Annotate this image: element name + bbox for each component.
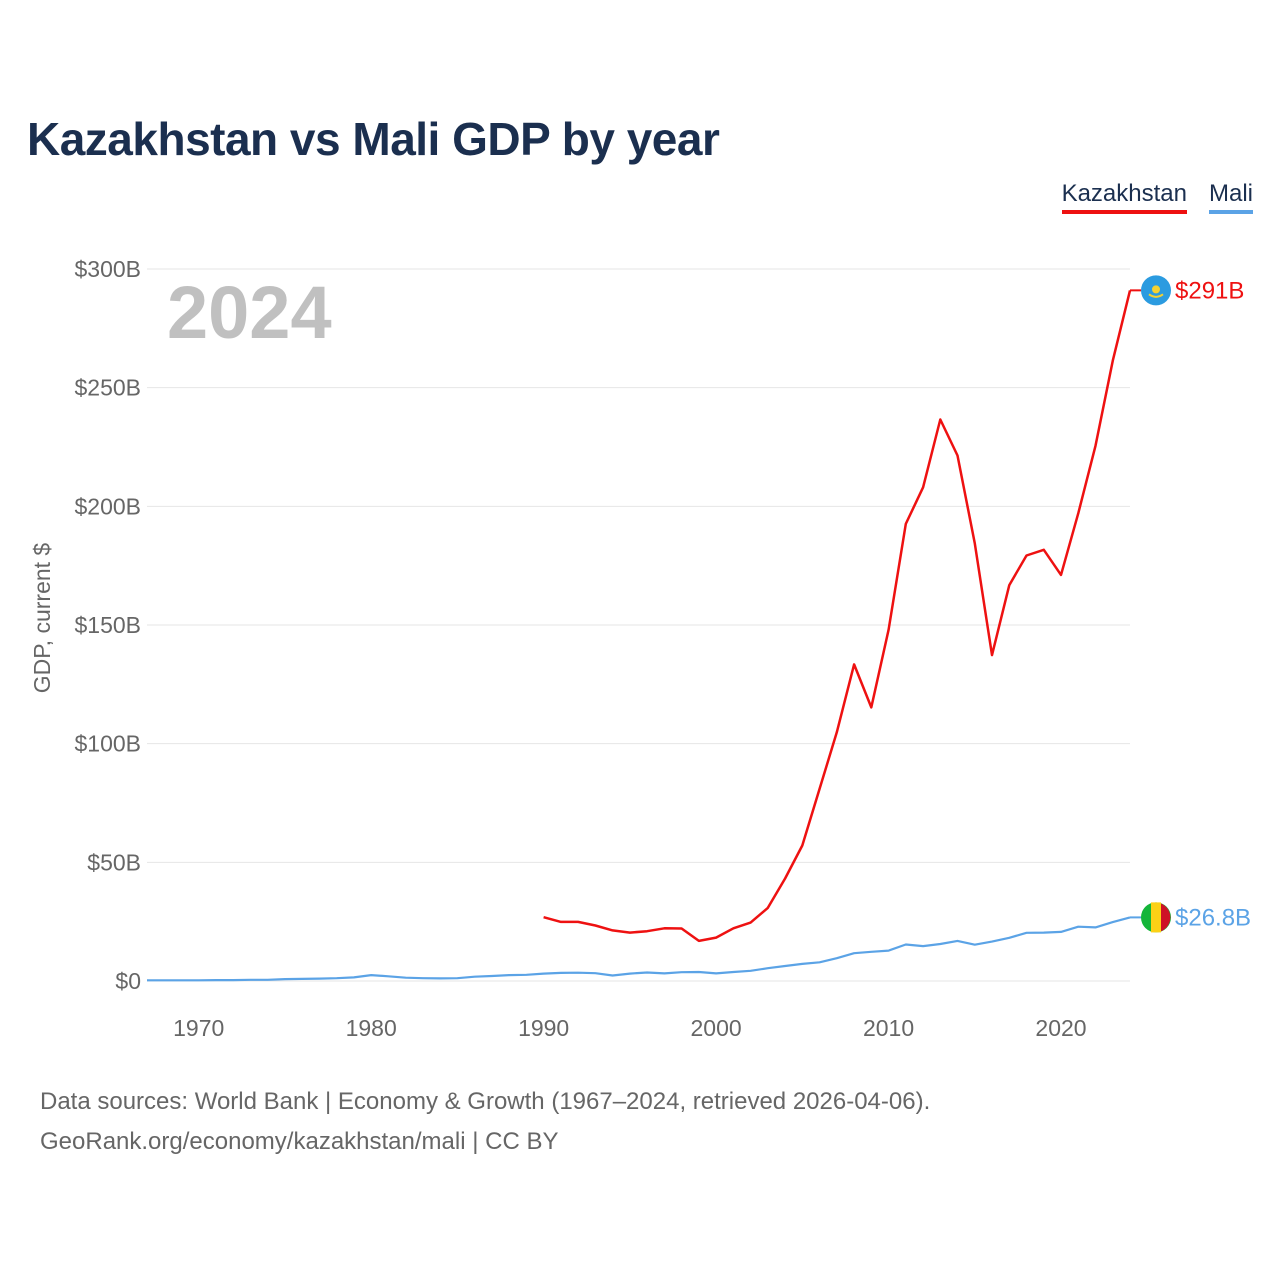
y-axis-label: GDP, current $ (29, 543, 55, 694)
flag-eagle (1148, 293, 1164, 298)
y-tick-label: $100B (74, 731, 141, 757)
flag-stripe-red (1161, 903, 1171, 932)
legend: Kazakhstan Mali (1061, 180, 1253, 214)
chart-title: Kazakhstan vs Mali GDP by year (27, 113, 720, 165)
end-value-label: $26.8B (1175, 904, 1251, 931)
x-tick-label: 2020 (1035, 1015, 1086, 1041)
y-tick-label: $250B (74, 375, 141, 401)
end-value-label: $291B (1175, 277, 1244, 304)
y-tick-label: $300B (74, 256, 141, 282)
legend-item-mali[interactable]: Mali (1208, 180, 1253, 214)
series-line-mali (147, 916, 1131, 982)
series-line-kazakhstan (543, 290, 1132, 943)
x-tick-label: 2000 (691, 1015, 742, 1041)
y-axis: $0 $50B $100B $150B $200B $250B $300B (74, 256, 141, 994)
y-tick-label: $150B (74, 612, 141, 638)
series-layer (147, 290, 1132, 982)
flag-stripe-yellow (1151, 902, 1161, 933)
y-tick-label: $200B (74, 493, 141, 519)
source-note: Data sources: World Bank | Economy & Gro… (40, 1082, 930, 1162)
flag-sun (1152, 285, 1160, 294)
grid-lines (147, 268, 1130, 982)
x-tick-label: 1970 (173, 1015, 224, 1041)
x-tick-label: 1980 (346, 1015, 397, 1041)
y-tick-label: $50B (87, 849, 141, 875)
x-tick-label: 1990 (518, 1015, 569, 1041)
y-tick-label: $0 (115, 968, 141, 994)
legend-item-kazakhstan[interactable]: Kazakhstan (1061, 180, 1187, 214)
flag-stripe-green (1141, 903, 1151, 932)
x-axis: 1970 1980 1990 2000 2010 2020 (173, 1015, 1086, 1041)
source-line-1: Data sources: World Bank | Economy & Gro… (40, 1088, 931, 1115)
source-line-2: GeoRank.org/economy/kazakhstan/mali | CC… (40, 1128, 559, 1155)
year-watermark: 2024 (167, 271, 332, 354)
x-tick-label: 2010 (863, 1015, 914, 1041)
end-labels: $291B $26.8B (1130, 275, 1251, 933)
